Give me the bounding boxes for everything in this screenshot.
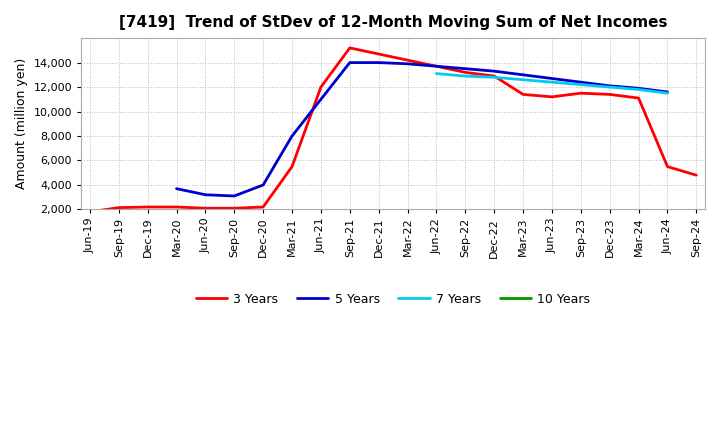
7 Years [548, 80, 557, 85]
5 Years [663, 89, 672, 95]
Y-axis label: Amount (million yen): Amount (million yen) [15, 58, 28, 189]
3 Years [692, 172, 701, 178]
5 Years [634, 86, 643, 91]
5 Years [374, 60, 383, 65]
3 Years [172, 204, 181, 209]
5 Years [172, 186, 181, 191]
5 Years [577, 80, 585, 85]
5 Years [317, 97, 325, 102]
3 Years [374, 51, 383, 57]
5 Years [258, 182, 267, 187]
3 Years [230, 205, 238, 211]
3 Years [403, 58, 412, 63]
5 Years [606, 83, 614, 88]
7 Years [606, 84, 614, 90]
3 Years [606, 92, 614, 97]
3 Years [548, 94, 557, 99]
7 Years [490, 75, 498, 80]
3 Years [317, 84, 325, 90]
3 Years [114, 205, 123, 210]
3 Years [432, 64, 441, 69]
Legend: 3 Years, 5 Years, 7 Years, 10 Years: 3 Years, 5 Years, 7 Years, 10 Years [191, 288, 595, 311]
7 Years [634, 87, 643, 92]
Line: 3 Years: 3 Years [90, 48, 696, 212]
Title: [7419]  Trend of StDev of 12-Month Moving Sum of Net Incomes: [7419] Trend of StDev of 12-Month Moving… [119, 15, 667, 30]
5 Years [403, 61, 412, 66]
7 Years [432, 71, 441, 76]
5 Years [432, 64, 441, 69]
7 Years [663, 91, 672, 96]
3 Years [346, 45, 354, 51]
Line: 7 Years: 7 Years [436, 73, 667, 93]
7 Years [577, 82, 585, 87]
3 Years [461, 70, 469, 75]
3 Years [634, 95, 643, 101]
7 Years [518, 77, 527, 82]
3 Years [577, 91, 585, 96]
5 Years [230, 193, 238, 198]
3 Years [201, 205, 210, 211]
3 Years [518, 92, 527, 97]
3 Years [143, 204, 152, 209]
5 Years [461, 66, 469, 71]
Line: 5 Years: 5 Years [176, 62, 667, 196]
3 Years [663, 164, 672, 169]
3 Years [490, 73, 498, 79]
7 Years [461, 73, 469, 79]
3 Years [288, 164, 297, 169]
5 Years [201, 192, 210, 198]
5 Years [490, 69, 498, 74]
5 Years [288, 133, 297, 139]
3 Years [258, 204, 267, 209]
5 Years [548, 76, 557, 81]
5 Years [346, 60, 354, 65]
5 Years [518, 72, 527, 77]
3 Years [86, 209, 94, 215]
